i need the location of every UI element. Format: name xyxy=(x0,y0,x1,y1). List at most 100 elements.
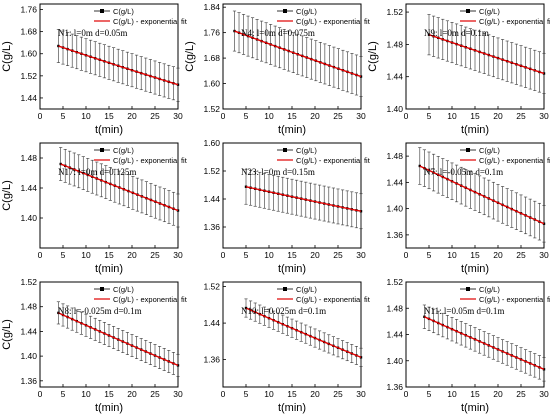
data-point xyxy=(176,83,180,86)
x-tick-label: 15 xyxy=(104,389,114,399)
x-tick-label: 25 xyxy=(333,250,343,260)
y-tick-label: 1.52 xyxy=(203,104,220,114)
fit-curve xyxy=(58,45,179,86)
legend-label-fit: C(g/L) - exponential fit xyxy=(479,295,550,304)
x-tick-label: 0 xyxy=(404,111,409,121)
y-axis-title: C(g/L) xyxy=(1,319,13,350)
x-tick-label: 15 xyxy=(470,389,480,399)
legend-label-fit: C(g/L) - exponential fit xyxy=(113,295,188,304)
chart-svg: 0 5 10 15 20 25 30 1.40 1.44 1.48 1.52 t(min) C(g/L)… xyxy=(367,3,550,136)
x-axis-title: t(min) xyxy=(278,263,306,275)
x-tick-label: 0 xyxy=(221,111,226,121)
legend-label-fit: C(g/L) - exponential fit xyxy=(113,17,188,26)
y-tick-label: 1.68 xyxy=(20,27,37,37)
y-tick-label: 1.76 xyxy=(203,28,220,38)
x-tick-label: 25 xyxy=(150,111,160,121)
x-axis-title: t(min) xyxy=(461,124,489,136)
y-tick-label: 1.40 xyxy=(386,104,403,114)
x-tick-label: 10 xyxy=(264,389,274,399)
y-axis-title: C(g/L) xyxy=(1,41,13,72)
y-tick-label: 1.52 xyxy=(386,277,403,287)
legend-label-data: C(g/L) xyxy=(113,7,134,16)
y-tick-label: 1.48 xyxy=(386,151,403,161)
legend: C(g/L)C(g/L) - exponential fit xyxy=(277,285,371,304)
legend-label-data: C(g/L) xyxy=(113,285,134,294)
y-tick-label: 1.48 xyxy=(386,39,403,49)
x-tick-label: 20 xyxy=(127,250,137,260)
x-tick-label: 15 xyxy=(470,111,480,121)
legend: C(g/L)C(g/L) - exponential fit xyxy=(94,146,188,165)
panel-annotation: N23: l=0m d=0.15m xyxy=(241,167,315,177)
legend-label-data: C(g/L) xyxy=(296,285,317,294)
y-tick-label: 1.68 xyxy=(203,53,220,63)
legend: C(g/L)C(g/L) - exponential fit xyxy=(460,285,550,304)
x-tick-label: 5 xyxy=(61,111,66,121)
x-tick-label: 10 xyxy=(81,389,91,399)
data-point xyxy=(542,368,546,371)
fit-curve xyxy=(428,34,545,75)
legend: C(g/L)C(g/L) - exponential fit xyxy=(94,285,188,304)
panel-annotation: N7: l=-0.05m d=0.1m xyxy=(424,167,503,177)
chart-panel-5: 0 5 10 15 20 25 30 1.36 1.44 1.52 1.60 t(min) C(g/L)… xyxy=(183,138,370,277)
x-tick-label: 0 xyxy=(404,250,409,260)
data-point xyxy=(418,164,421,168)
panel-annotation: N9: l=0m d=0.1m xyxy=(424,28,489,38)
y-tick-label: 1.52 xyxy=(203,282,220,292)
x-tick-label: 10 xyxy=(264,250,274,260)
x-tick-label: 30 xyxy=(356,111,366,121)
panel-annotation: N4: l=0m d=0.075m xyxy=(241,28,315,38)
legend-label-fit: C(g/L) - exponential fit xyxy=(296,17,371,26)
legend-label-data: C(g/L) xyxy=(479,7,500,16)
panel-annotation: N17: l=0m d=0.125m xyxy=(58,167,136,177)
x-tick-label: 25 xyxy=(516,389,526,399)
y-tick-label: 1.48 xyxy=(20,153,37,163)
panel-annotation: N10: l=0.025m d=0.1m xyxy=(241,306,326,316)
x-tick-label: 15 xyxy=(104,250,114,260)
y-tick-label: 1.44 xyxy=(386,330,403,340)
x-tick-label: 20 xyxy=(493,250,503,260)
y-tick-label: 1.48 xyxy=(20,302,37,312)
chart-svg: 0 5 10 15 20 25 30 1.52 1.60 1.68 1.76 1.84 t(min) C(… xyxy=(184,2,371,136)
x-tick-label: 5 xyxy=(61,389,66,399)
x-tick-label: 5 xyxy=(244,250,249,260)
x-tick-label: 15 xyxy=(287,250,297,260)
y-tick-label: 1.36 xyxy=(20,376,37,386)
data-point xyxy=(359,210,363,213)
legend-label-fit: C(g/L) - exponential fit xyxy=(113,156,188,165)
chart-svg: 0 5 10 15 20 25 30 1.36 1.40 1.44 1.48 t(min) C(g/L)… xyxy=(386,142,550,275)
x-tick-label: 0 xyxy=(38,389,43,399)
chart-panel-9: 0 5 10 15 20 25 30 1.36 1.40 1.44 1.48 1.52 t(min) C(… xyxy=(366,277,550,416)
y-tick-label: 1.44 xyxy=(20,183,37,193)
x-tick-label: 10 xyxy=(447,111,457,121)
legend: C(g/L)C(g/L) - exponential fit xyxy=(277,7,371,26)
y-tick-label: 1.36 xyxy=(203,222,220,232)
x-tick-label: 10 xyxy=(81,250,91,260)
x-tick-label: 25 xyxy=(516,250,526,260)
x-axis-title: t(min) xyxy=(278,402,306,414)
legend-label-fit: C(g/L) - exponential fit xyxy=(479,156,550,165)
x-tick-label: 10 xyxy=(81,111,91,121)
x-tick-label: 30 xyxy=(539,389,549,399)
x-tick-label: 5 xyxy=(61,250,66,260)
x-tick-label: 10 xyxy=(447,250,457,260)
chart-panel-6: 0 5 10 15 20 25 30 1.36 1.40 1.44 1.48 t(min) C(g/L)… xyxy=(366,139,550,277)
y-tick-label: 1.36 xyxy=(386,382,403,392)
y-tick-label: 1.60 xyxy=(203,138,220,148)
x-tick-label: 25 xyxy=(333,389,343,399)
y-tick-label: 1.40 xyxy=(20,351,37,361)
chart-panel-7: 0 5 10 15 20 25 30 1.36 1.40 1.44 1.48 1.52 t(min) C(… xyxy=(0,277,188,416)
x-tick-label: 20 xyxy=(310,111,320,121)
x-tick-label: 20 xyxy=(493,111,503,121)
x-axis-title: t(min) xyxy=(95,402,123,414)
x-tick-label: 20 xyxy=(310,389,320,399)
x-axis-title: t(min) xyxy=(461,263,489,275)
y-tick-label: 1.44 xyxy=(20,93,37,103)
x-tick-label: 5 xyxy=(427,389,432,399)
x-tick-label: 30 xyxy=(356,389,366,399)
x-tick-label: 25 xyxy=(516,111,526,121)
y-tick-label: 1.40 xyxy=(20,213,37,223)
x-axis-title: t(min) xyxy=(95,124,123,136)
y-tick-label: 1.36 xyxy=(203,355,220,365)
x-tick-label: 15 xyxy=(287,389,297,399)
fit-curve xyxy=(234,30,362,78)
